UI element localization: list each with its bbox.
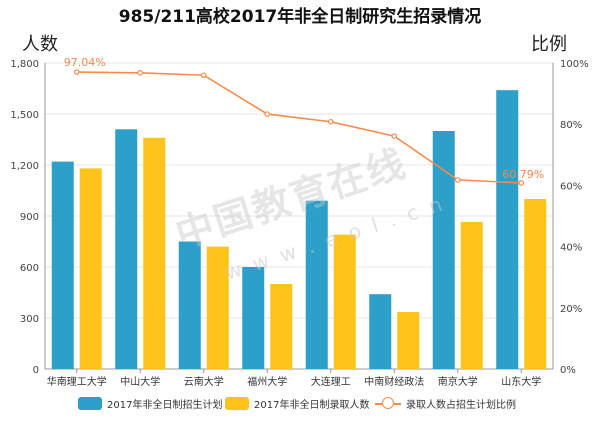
legend-swatch-plan <box>78 396 102 410</box>
ratio-point <box>73 69 80 75</box>
y-tick-left: 900 <box>20 212 39 223</box>
x-tick-label: 山东大学 <box>501 375 541 388</box>
y-tick-left: 600 <box>20 263 39 274</box>
legend-label-admitted: 2017年非全日制录取人数 <box>254 399 370 411</box>
ratio-line <box>76 71 522 184</box>
y-tick-left: 1,800 <box>10 59 39 70</box>
legend-label-plan: 2017年非全日制招生计划 <box>107 399 223 411</box>
bar-plan <box>242 267 265 369</box>
bar-admitted <box>524 199 547 369</box>
bar-admitted <box>460 221 483 369</box>
bar-admitted <box>79 168 102 369</box>
x-tick-label: 华南理工大学 <box>47 375 107 388</box>
x-tick-label: 大连理工 <box>311 375 351 388</box>
bar-admitted <box>270 284 293 369</box>
ratio-point <box>391 133 398 139</box>
bar-admitted <box>143 137 166 369</box>
bar-plan <box>305 200 328 369</box>
bar-plan <box>432 131 455 369</box>
x-tick-label: 南京大学 <box>438 375 478 388</box>
y-tick-right: 100% <box>560 59 589 70</box>
y-tick-right: 80% <box>560 120 582 131</box>
bar-plan <box>496 90 519 369</box>
annotation-first: 97.04% <box>64 56 106 69</box>
x-tick-label: 中山大学 <box>120 375 160 388</box>
y-tick-right: 20% <box>560 304 582 315</box>
ratio-point <box>137 69 144 76</box>
y-tick-right: 40% <box>560 243 582 254</box>
x-tick-label: 中南财经政法 <box>364 375 424 388</box>
ratio-point <box>327 118 334 125</box>
y-tick-right: 60% <box>560 181 582 192</box>
y-tick-left: 0 <box>33 365 39 376</box>
bar-plan <box>115 129 138 369</box>
legend-swatch-admitted <box>225 396 249 410</box>
bar-admitted <box>206 246 229 369</box>
annotation-last: 60.79% <box>502 168 544 181</box>
y-axis-right-label: 比例 <box>531 34 567 55</box>
ratio-point <box>200 72 207 79</box>
bar-admitted <box>333 234 356 369</box>
y-tick-left: 1,200 <box>10 161 39 172</box>
y-tick-left: 300 <box>20 314 39 325</box>
legend-item-plan[interactable]: 2017年非全日制招生计划 <box>78 395 222 411</box>
y-axis-left-label: 人数 <box>22 34 58 55</box>
legend-label-ratio: 录取人数占招生计划比例 <box>406 399 516 411</box>
ratio-point <box>518 180 525 186</box>
x-tick-label: 云南大学 <box>184 375 224 388</box>
ratio-point <box>454 177 461 183</box>
y-tick-left: 1,500 <box>10 110 39 121</box>
bar-plan <box>178 241 201 369</box>
chart-title: 985/211高校2017年非全日制研究生招录情况 <box>118 7 482 27</box>
ratio-point <box>264 111 271 117</box>
legend-swatch-ratio <box>375 396 401 410</box>
y-tick-right: 0% <box>560 365 576 376</box>
bar-plan <box>369 294 392 369</box>
x-tick-label: 福州大学 <box>247 375 287 388</box>
legend-item-admitted[interactable]: 2017年非全日制录取人数 <box>225 395 369 411</box>
bar-plan <box>51 161 74 369</box>
bar-admitted <box>397 312 420 369</box>
legend-item-ratio[interactable]: 录取人数占招生计划比例 <box>375 395 516 411</box>
